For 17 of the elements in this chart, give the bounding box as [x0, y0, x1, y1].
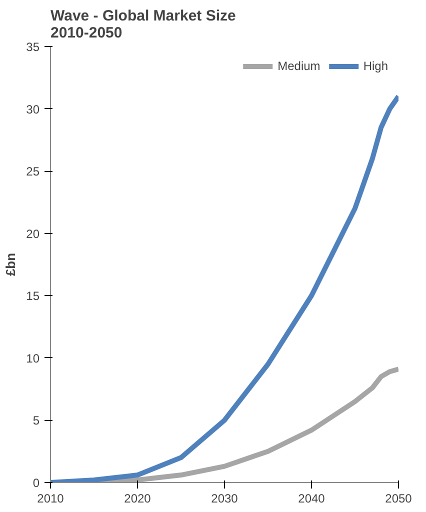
x-tick-label: 2030 — [211, 492, 238, 506]
chart-title: Wave - Global Market Size 2010-2050 — [50, 8, 236, 42]
y-axis-title: £bn — [3, 252, 18, 276]
x-tick-label: 2010 — [37, 492, 64, 506]
y-tick-label: 20 — [26, 226, 40, 241]
y-tick-label: 30 — [26, 102, 40, 116]
y-tick-label: 0 — [32, 476, 40, 490]
y-tick-label: 25 — [26, 164, 40, 179]
y-tick-label: 5 — [32, 414, 40, 428]
legend-label: Medium — [278, 59, 320, 73]
x-tick-label: 2020 — [124, 492, 152, 506]
y-tick-label: 15 — [26, 289, 40, 304]
x-tick-label: 2040 — [298, 492, 326, 506]
y-tick-label: 10 — [26, 351, 40, 366]
legend-label: High — [363, 59, 388, 73]
x-tick-label: 2050 — [385, 492, 412, 506]
y-tick-label: 35 — [26, 40, 40, 54]
